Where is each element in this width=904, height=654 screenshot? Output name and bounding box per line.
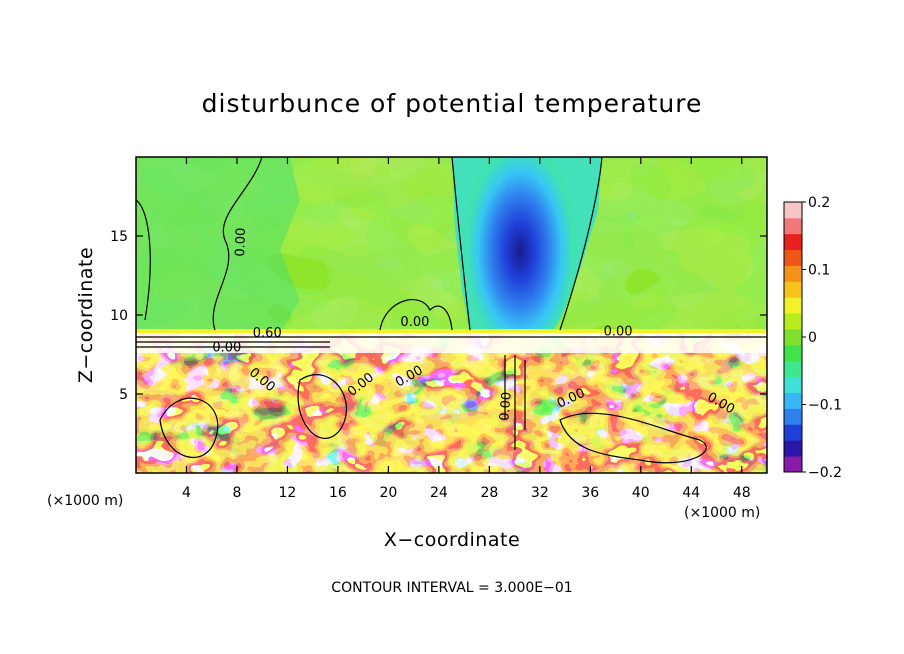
contour-label: 0.00 [212, 340, 241, 355]
colorbar-swatch [784, 424, 802, 441]
inversion-band [136, 329, 767, 333]
colorbar-ticks: 0.2 0.1 0 −0.1 −0.2 [802, 195, 842, 481]
colorbar-swatch [784, 376, 802, 393]
plume-core [462, 157, 578, 350]
x-tick-label: 48 [733, 485, 751, 501]
colorbar-swatch [784, 329, 802, 346]
x-axis-label: X−coordinate [384, 529, 520, 551]
colorbar-swatch [784, 281, 802, 298]
colorbar [784, 202, 802, 473]
contour-label: 0.00 [604, 325, 633, 340]
layer-boundary [136, 333, 767, 353]
colorbar-swatch [784, 456, 802, 473]
contour-interval-note: CONTOUR INTERVAL = 3.000E−01 [331, 580, 572, 596]
colorbar-tick-label: −0.1 [808, 398, 842, 414]
y-tick-label: 10 [110, 308, 128, 324]
colorbar-tick-label: 0.1 [808, 263, 830, 279]
plot-area [136, 157, 767, 473]
x-tick-label: 16 [329, 485, 347, 501]
colorbar-swatch [784, 249, 802, 266]
y-axis-label: Z−coordinate [75, 247, 97, 383]
contour-lines [136, 157, 767, 464]
colorbar-swatch [784, 313, 802, 330]
x-tick-label: 8 [232, 485, 241, 501]
colorbar-swatch [784, 297, 802, 314]
colorbar-swatch [784, 217, 802, 235]
contour-label: 0.00 [233, 227, 249, 256]
x-unit-label-left: (×1000 m) [47, 493, 123, 509]
x-tick-label: 44 [682, 485, 700, 501]
colorbar-swatch [784, 360, 802, 378]
x-tick-label: 24 [430, 485, 448, 501]
colorbar-tick-label: 0 [808, 330, 817, 346]
y-tick-label: 15 [110, 229, 128, 245]
x-tick-label: 12 [279, 485, 297, 501]
x-tick-label: 36 [581, 485, 599, 501]
y-tick-label: 5 [119, 387, 128, 403]
colorbar-swatch [784, 408, 802, 425]
x-tick-label: 32 [531, 485, 549, 501]
y-axis-ticks: 5 10 15 [110, 229, 767, 403]
colorbar-tick-label: 0.2 [808, 195, 830, 211]
contour-label: 0.00 [400, 315, 429, 330]
colorbar-swatch [784, 233, 802, 251]
x-tick-label: 4 [182, 485, 191, 501]
x-axis-ticks: 4 8 12 16 20 24 28 32 36 40 44 48 [182, 157, 751, 501]
contour-label: 0.00 [497, 391, 514, 421]
chart-title: disturbunce of potential temperature [202, 89, 703, 118]
colorbar-tick-label: −0.2 [808, 465, 842, 481]
contour-label: 0.60 [253, 326, 282, 341]
colorbar-swatch [784, 440, 802, 457]
colorbar-swatch [784, 392, 802, 409]
colorbar-swatch [784, 265, 802, 282]
x-unit-label-right: (×1000 m) [684, 505, 760, 521]
x-tick-label: 28 [480, 485, 498, 501]
x-tick-label: 20 [379, 485, 397, 501]
lower-turbulent-field [136, 333, 767, 473]
x-tick-label: 40 [632, 485, 650, 501]
colorbar-swatch [784, 344, 802, 362]
colorbar-swatch [784, 202, 802, 219]
left-green-region [136, 157, 300, 333]
